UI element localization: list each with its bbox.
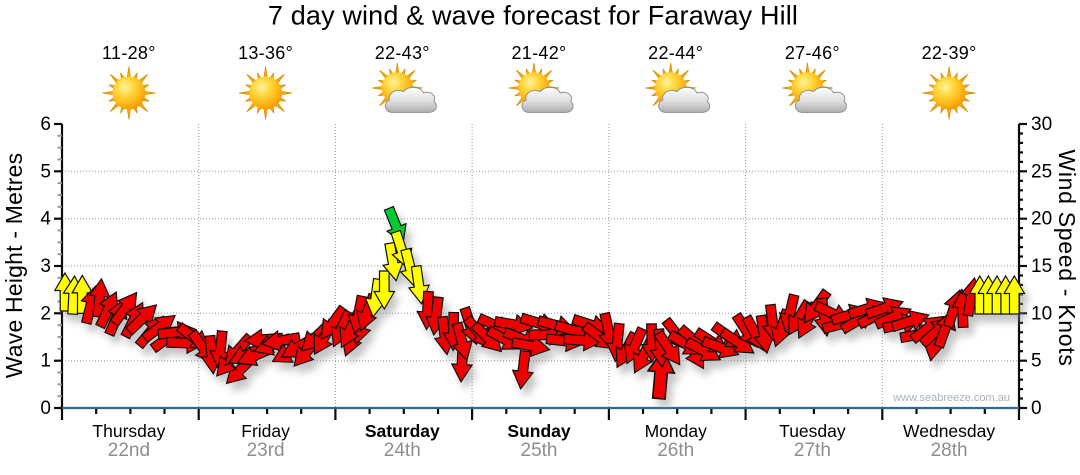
svg-text:4: 4 xyxy=(40,209,51,230)
svg-text:Sunday: Sunday xyxy=(507,421,570,441)
svg-text:0: 0 xyxy=(1031,398,1042,419)
svg-text:21-42°: 21-42° xyxy=(511,43,566,63)
svg-text:30: 30 xyxy=(1031,114,1052,135)
svg-text:1: 1 xyxy=(40,351,51,372)
svg-text:28th: 28th xyxy=(931,440,968,461)
svg-text:22-44°: 22-44° xyxy=(648,43,703,63)
svg-text:27-46°: 27-46° xyxy=(785,43,840,63)
svg-text:Wave Height - Metres: Wave Height - Metres xyxy=(1,153,27,379)
svg-text:0: 0 xyxy=(40,398,51,419)
svg-text:Wednesday: Wednesday xyxy=(903,421,995,441)
svg-text:25th: 25th xyxy=(521,440,558,461)
svg-text:13-36°: 13-36° xyxy=(238,43,293,63)
svg-text:22-39°: 22-39° xyxy=(922,43,977,63)
svg-text:25: 25 xyxy=(1031,161,1052,182)
svg-text:Tuesday: Tuesday xyxy=(779,421,846,441)
svg-text:2: 2 xyxy=(40,303,51,324)
svg-text:20: 20 xyxy=(1031,209,1052,230)
svg-text:11-28°: 11-28° xyxy=(102,43,156,63)
svg-text:22-43°: 22-43° xyxy=(375,43,430,63)
svg-text:6: 6 xyxy=(40,114,51,135)
svg-text:Thursday: Thursday xyxy=(92,421,165,441)
svg-text:22nd: 22nd xyxy=(108,440,150,461)
svg-text:www.seabreeze.com.au: www.seabreeze.com.au xyxy=(892,392,1010,404)
svg-text:5: 5 xyxy=(40,161,51,182)
svg-text:15: 15 xyxy=(1031,256,1052,277)
svg-text:5: 5 xyxy=(1031,351,1042,372)
svg-text:Friday: Friday xyxy=(241,421,290,441)
svg-text:7 day wind & wave forecast for: 7 day wind & wave forecast for Faraway H… xyxy=(268,1,798,31)
svg-text:23rd: 23rd xyxy=(247,440,285,461)
svg-text:27th: 27th xyxy=(794,440,831,461)
svg-text:Saturday: Saturday xyxy=(365,421,440,441)
svg-text:10: 10 xyxy=(1031,303,1052,324)
svg-text:3: 3 xyxy=(40,256,51,277)
svg-text:Wind Speed - Knots: Wind Speed - Knots xyxy=(1054,149,1080,366)
svg-text:Monday: Monday xyxy=(645,421,708,441)
svg-text:26th: 26th xyxy=(657,440,694,461)
svg-text:24th: 24th xyxy=(384,440,421,461)
